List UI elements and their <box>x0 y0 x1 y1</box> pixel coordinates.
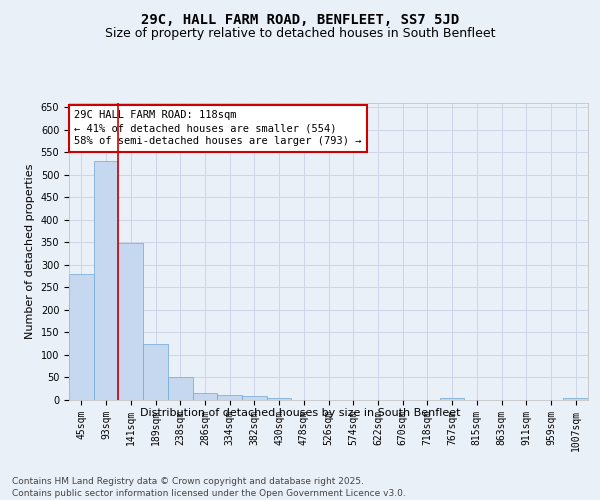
Bar <box>143 344 168 400</box>
Text: Size of property relative to detached houses in South Benfleet: Size of property relative to detached ho… <box>105 28 495 40</box>
Text: Contains HM Land Registry data © Crown copyright and database right 2025.
Contai: Contains HM Land Registry data © Crown c… <box>12 476 406 498</box>
Bar <box>94 161 118 400</box>
Bar <box>267 398 292 400</box>
Bar <box>193 393 217 400</box>
Bar <box>118 243 143 400</box>
Bar <box>69 274 94 400</box>
Text: 29C HALL FARM ROAD: 118sqm
← 41% of detached houses are smaller (554)
58% of sem: 29C HALL FARM ROAD: 118sqm ← 41% of deta… <box>74 110 362 146</box>
Bar <box>242 396 267 400</box>
Bar <box>440 398 464 400</box>
Y-axis label: Number of detached properties: Number of detached properties <box>25 164 35 339</box>
Bar <box>563 398 588 400</box>
Bar <box>168 378 193 400</box>
Text: 29C, HALL FARM ROAD, BENFLEET, SS7 5JD: 29C, HALL FARM ROAD, BENFLEET, SS7 5JD <box>141 12 459 26</box>
Text: Distribution of detached houses by size in South Benfleet: Distribution of detached houses by size … <box>140 408 460 418</box>
Bar <box>217 396 242 400</box>
